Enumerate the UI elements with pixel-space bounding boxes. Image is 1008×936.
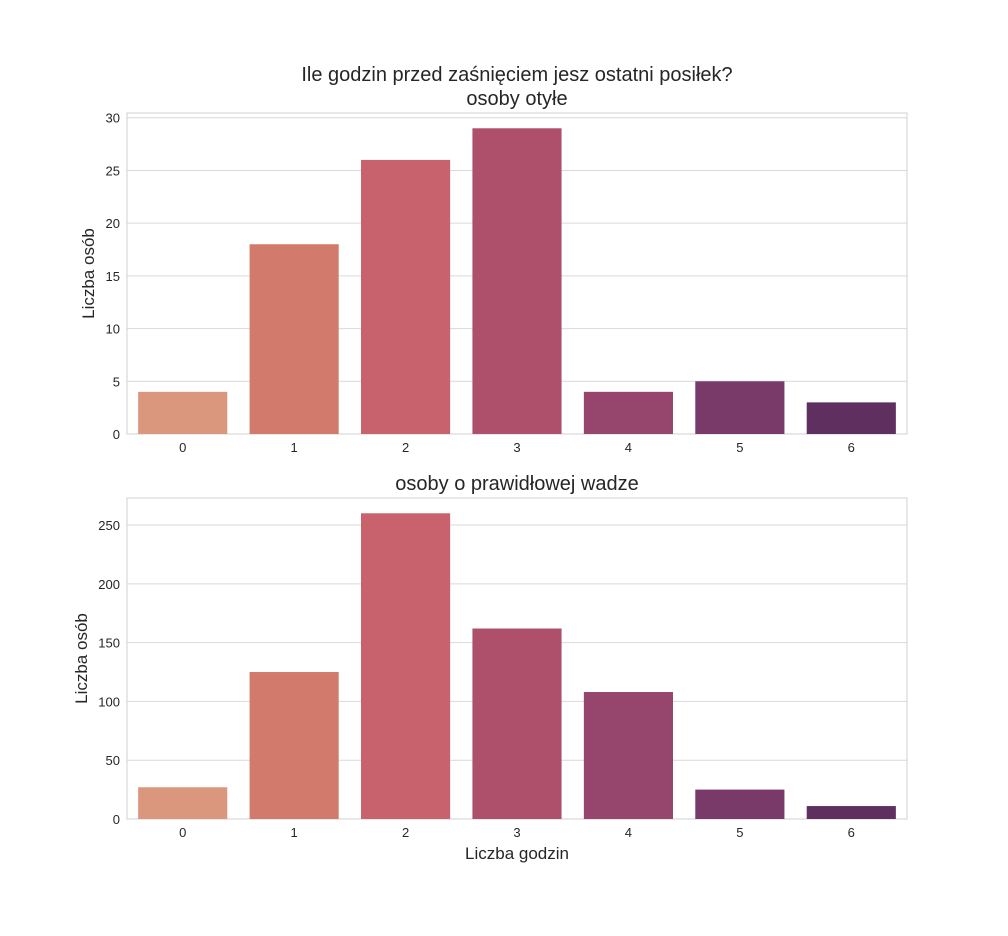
- chart-2-title: osoby o prawidłowej wadze: [395, 473, 639, 495]
- y-tick-label: 50: [106, 753, 120, 768]
- y-tick-label: 5: [113, 374, 120, 389]
- chart-1-title: osoby otyłe: [466, 88, 568, 110]
- bar: [472, 628, 562, 819]
- y-tick-label: 25: [106, 163, 120, 178]
- x-tick-label: 1: [291, 825, 298, 840]
- y-axis-label: Liczba osób: [79, 228, 98, 319]
- x-tick-label: 6: [848, 825, 855, 840]
- bar: [472, 128, 562, 435]
- x-tick-label: 2: [402, 825, 409, 840]
- y-tick-label: 250: [98, 518, 120, 533]
- bar: [583, 692, 673, 819]
- x-tick-label: 5: [736, 825, 743, 840]
- bar: [695, 789, 785, 819]
- x-tick-label: 3: [513, 440, 520, 455]
- bar: [249, 672, 339, 819]
- y-tick-label: 20: [106, 216, 120, 231]
- x-tick-label: 2: [402, 440, 409, 455]
- bar: [249, 244, 339, 434]
- x-tick-label: 0: [179, 440, 186, 455]
- y-axis-label: Liczba osób: [72, 613, 91, 704]
- bar: [806, 402, 896, 434]
- bar: [583, 391, 673, 434]
- y-tick-label: 0: [113, 427, 120, 442]
- bar: [138, 391, 228, 434]
- y-tick-label: 150: [98, 636, 120, 651]
- y-tick-label: 200: [98, 577, 120, 592]
- y-tick-label: 10: [106, 322, 120, 337]
- x-axis-label: Liczba godzin: [465, 844, 569, 863]
- y-tick-label: 30: [106, 111, 120, 126]
- x-tick-label: 5: [736, 440, 743, 455]
- figure-suptitle: Ile godzin przed zaśnięciem jesz ostatni…: [301, 64, 733, 86]
- x-tick-label: 3: [513, 825, 520, 840]
- x-tick-label: 0: [179, 825, 186, 840]
- y-tick-label: 0: [113, 812, 120, 827]
- x-tick-label: 4: [625, 440, 632, 455]
- bar: [806, 806, 896, 819]
- y-tick-label: 100: [98, 694, 120, 709]
- bar: [361, 513, 451, 819]
- x-tick-label: 6: [848, 440, 855, 455]
- bar: [361, 159, 451, 435]
- x-tick-label: 4: [625, 825, 632, 840]
- bar: [695, 381, 785, 434]
- x-tick-label: 1: [291, 440, 298, 455]
- bar: [138, 787, 228, 819]
- y-tick-label: 15: [106, 269, 120, 284]
